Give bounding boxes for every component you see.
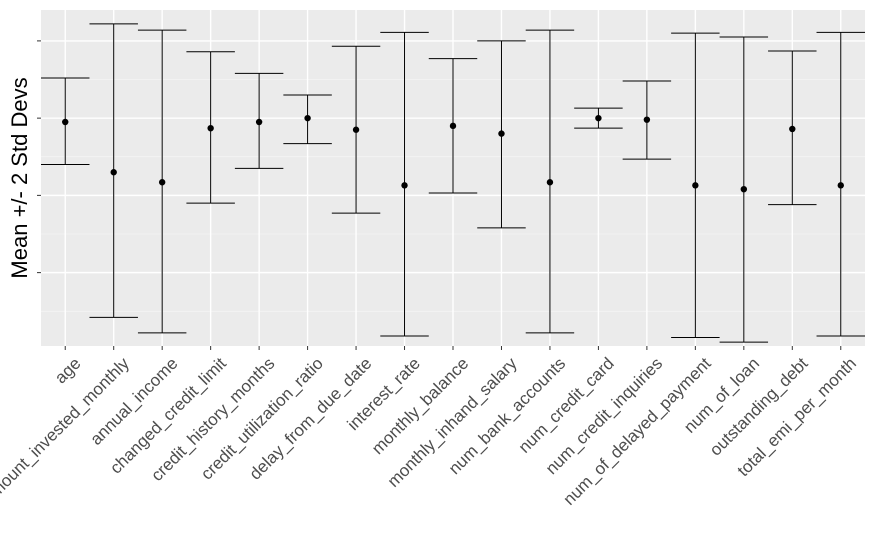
error-bar-monthly-inhand-salary	[477, 40, 526, 229]
mean-point	[304, 114, 311, 122]
mean-point	[110, 169, 117, 176]
error-bar-annual-income	[137, 29, 187, 334]
error-bar-interest-rate	[380, 31, 429, 337]
mean-point	[158, 179, 166, 186]
mean-point	[62, 118, 69, 126]
error-bar-delay-from-due-date	[331, 45, 381, 214]
error-bar-age	[41, 77, 90, 165]
error-bar-changed-credit-limit	[186, 51, 235, 204]
x-tick-label: annual_income	[87, 354, 182, 449]
mean-point	[207, 124, 214, 132]
error-bars	[41, 23, 865, 343]
error-bar-outstanding-debt	[768, 50, 817, 206]
mean-point	[837, 182, 844, 189]
error-bar-credit-history-months	[234, 72, 284, 169]
mean-point	[643, 116, 651, 123]
error-bar-num-bank-accounts	[525, 29, 575, 334]
error-bar-credit-utilization-ratio	[283, 94, 332, 145]
x-axis-ticks	[64, 346, 842, 350]
error-bar-num-credit-inquiries	[622, 80, 672, 160]
error-bar-num-credit-card	[574, 107, 623, 129]
mean-point	[789, 125, 796, 133]
error-bar-amount-invested-monthly	[89, 23, 138, 318]
mean-point	[498, 130, 505, 137]
error-bar-total-emi-per-month	[816, 31, 865, 337]
mean-point	[546, 179, 554, 186]
mean-point	[255, 118, 263, 126]
mean-point	[595, 114, 602, 122]
mean-point	[401, 182, 408, 189]
x-axis-tick-labels: ageamount_invested_monthlyannual_incomec…	[0, 354, 860, 509]
mean-point	[740, 186, 748, 193]
mean-point	[352, 126, 360, 133]
error-bar-monthly-balance	[428, 58, 478, 194]
x-tick-label: age	[51, 354, 84, 387]
error-bar-num-of-loan	[719, 36, 769, 343]
mean-point	[449, 122, 457, 130]
mean-point	[692, 182, 699, 189]
y-axis-ticks	[37, 40, 41, 274]
y-axis-title: Mean +/- 2 Std Devs	[7, 77, 32, 278]
error-bar-num-of-delayed-payment	[671, 32, 720, 339]
